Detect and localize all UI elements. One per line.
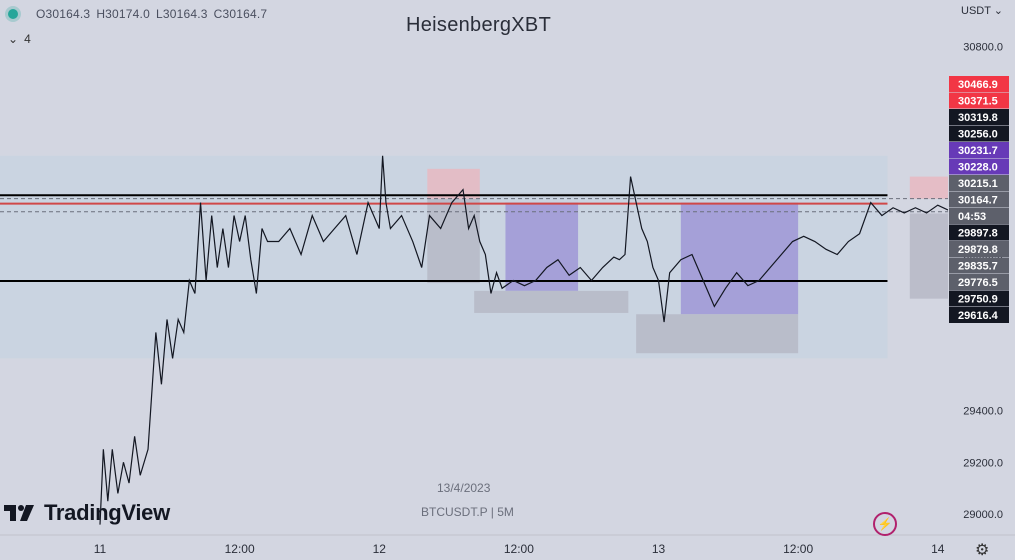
author-watermark: HeisenbergXBT	[406, 14, 552, 36]
purple-zone-1	[505, 202, 579, 291]
price-tag-label: 29897.8	[958, 228, 998, 240]
x-tick-label: 11	[94, 542, 107, 556]
currency-selector[interactable]: USDT ⌄	[961, 5, 1004, 17]
market-status-icon	[8, 9, 18, 19]
open-value: O30164.3	[36, 7, 91, 21]
price-tag	[949, 290, 1009, 307]
close-value: C30164.7	[213, 7, 268, 21]
price-tag	[949, 76, 1009, 92]
x-tick-label: 12:00	[225, 542, 255, 556]
indicator-count: 4	[24, 32, 31, 46]
price-line	[99, 155, 961, 525]
price-tag	[949, 92, 1009, 109]
price-tag-label: 29835.7	[958, 261, 998, 273]
indicators-toggle[interactable]: ⌄ 4	[8, 32, 31, 46]
x-tick-label: 12	[373, 542, 387, 556]
y-tick-label: 29400.0	[963, 405, 1003, 417]
price-tag-label: 29879.8	[958, 244, 998, 256]
center-date-label: 13/4/2023	[437, 481, 491, 495]
x-tick-label: 13	[652, 542, 666, 556]
grey-zone-2	[474, 290, 629, 313]
price-tag-label: 30231.7	[958, 145, 998, 157]
price-tag-label: 30228.0	[958, 162, 998, 174]
price-tag	[949, 109, 1009, 125]
logo-text: TradingView	[44, 500, 170, 525]
price-tag	[949, 191, 1009, 208]
price-tag-label: 29750.9	[958, 294, 998, 306]
tradingview-logo[interactable]: TradingView	[4, 500, 170, 526]
x-tick-label: 14	[931, 542, 945, 556]
price-tag	[949, 158, 1009, 175]
price-tag	[949, 274, 1009, 290]
price-tag	[949, 142, 1009, 158]
tradingview-logo-icon	[4, 505, 34, 521]
price-tag-label: 30256.0	[958, 129, 998, 141]
symbol-timeframe-label: BTCUSDT.P | 5M	[421, 505, 514, 519]
red-zone-2	[909, 176, 948, 199]
price-tag	[949, 224, 1009, 241]
y-tick-label: 29200.0	[963, 457, 1003, 469]
price-tag	[949, 175, 1009, 191]
price-tag	[949, 241, 1009, 257]
price-tag-label: 30466.9	[958, 79, 998, 91]
price-tag	[949, 125, 1009, 142]
x-tick-label: 12:00	[504, 542, 534, 556]
price-tag-label: 29776.5	[958, 277, 998, 289]
purple-zone-2	[680, 202, 799, 315]
grey-zone-4	[909, 213, 948, 299]
high-value: H30174.0	[96, 7, 150, 21]
price-tag-label: 29616.4	[958, 310, 999, 322]
price-tag	[949, 208, 1009, 224]
price-tag-label: 30371.5	[958, 96, 998, 108]
ohlc-legend: O30164.3 H30174.0 L30164.3 C30164.7	[8, 7, 267, 21]
y-tick-label: 29000.0	[963, 509, 1003, 521]
x-tick-label: 12:00	[783, 542, 813, 556]
price-tag-label: 30164.7	[958, 195, 998, 207]
low-value: L30164.3	[155, 7, 208, 21]
lightning-icon[interactable]: ⚡	[873, 512, 897, 536]
red-zone-1	[427, 168, 480, 199]
price-tag	[949, 257, 1009, 274]
price-tag-label: 30319.8	[958, 112, 998, 124]
grey-zone-1	[427, 198, 480, 284]
price-tag-label: 04:53	[958, 211, 986, 223]
price-tag-label: 30215.1	[958, 178, 998, 190]
y-tick-label: 30800.0	[963, 42, 1003, 54]
price-tag	[949, 307, 1009, 323]
gear-icon[interactable]: ⚙	[975, 542, 990, 559]
chevron-down-icon[interactable]: ⌄	[8, 32, 19, 46]
grey-zone-3	[636, 314, 799, 354]
